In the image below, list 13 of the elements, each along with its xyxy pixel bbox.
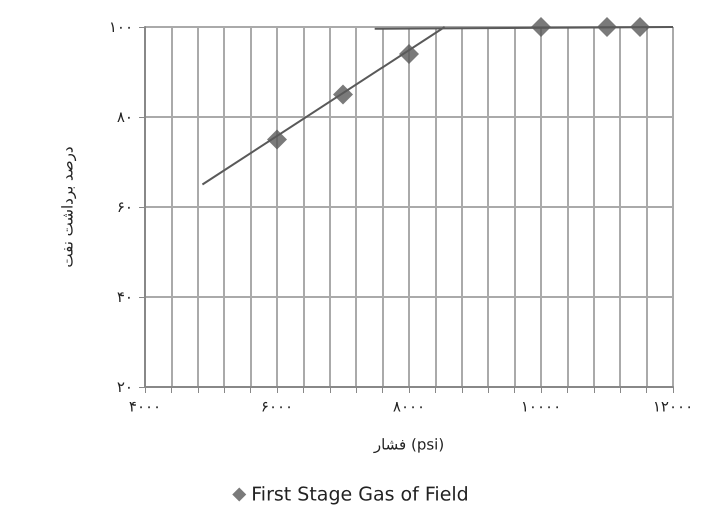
x-tick-label: ۸۰۰۰ bbox=[392, 398, 426, 416]
y-tick-label: ۶۰ bbox=[116, 198, 133, 216]
x-tick-label: ۱۰۰۰۰ bbox=[520, 398, 562, 416]
y-axis-title: درصد برداشت نفت bbox=[58, 146, 76, 268]
x-tick-label: ۶۰۰۰ bbox=[260, 398, 294, 416]
x-tick-label: ۱۲۰۰۰ bbox=[652, 398, 694, 416]
x-tick-label: ۴۰۰۰ bbox=[128, 398, 162, 416]
y-tick-label: ۸۰ bbox=[116, 108, 133, 126]
x-axis-title: فشار (psi) bbox=[372, 436, 444, 454]
legend-label: First Stage Gas of Field bbox=[251, 484, 469, 506]
y-tick-label: ۱۰۰ bbox=[108, 18, 133, 36]
y-tick-label: ۲۰ bbox=[116, 378, 133, 396]
y-tick-label: ۴۰ bbox=[116, 288, 133, 306]
